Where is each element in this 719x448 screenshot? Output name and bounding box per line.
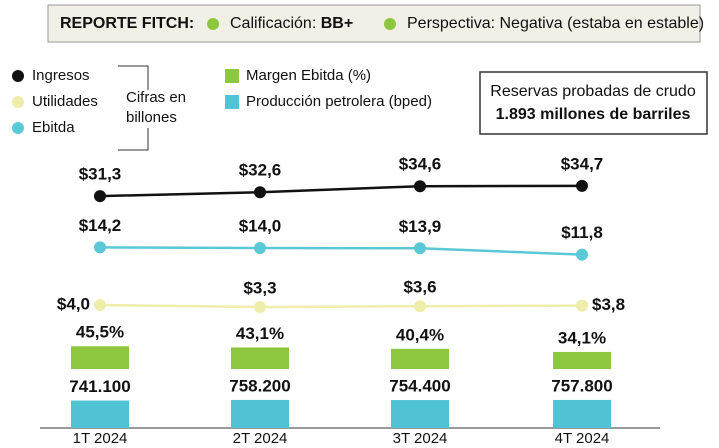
line bbox=[99, 246, 583, 256]
legend-label: Ebitda bbox=[32, 119, 75, 136]
x-tick-label: 1T 2024 bbox=[73, 430, 128, 447]
bullet bbox=[207, 18, 219, 30]
data-label: $34,6 bbox=[399, 155, 442, 174]
legend-swatch bbox=[12, 122, 24, 134]
point bbox=[254, 242, 266, 254]
data-label: 758.200 bbox=[229, 376, 290, 395]
point bbox=[576, 179, 588, 192]
bar bbox=[231, 347, 289, 369]
data-label: $31,3 bbox=[79, 165, 122, 184]
header-banner bbox=[47, 4, 701, 43]
rating-value: BB+ bbox=[321, 15, 353, 32]
point bbox=[254, 186, 266, 199]
reserves-value: 1.893 millones de barriles bbox=[496, 106, 691, 123]
point bbox=[576, 248, 588, 261]
bar bbox=[553, 351, 611, 369]
legend-swatch bbox=[225, 69, 239, 83]
x-tick-label: 4T 2024 bbox=[555, 430, 610, 447]
header-title: REPORTE FITCH: bbox=[60, 15, 194, 32]
data-label: $3,8 bbox=[592, 295, 625, 314]
bullet bbox=[384, 18, 396, 30]
bracket bbox=[118, 65, 149, 151]
data-label: $3,6 bbox=[403, 278, 436, 297]
legend-swatch bbox=[12, 96, 24, 108]
data-label: 40,4% bbox=[396, 325, 444, 344]
data-label: $11,8 bbox=[561, 223, 603, 242]
point bbox=[414, 180, 426, 193]
data-label: $4,0 bbox=[57, 294, 90, 313]
bar bbox=[391, 348, 449, 369]
reserves-title: Reservas probadas de crudo bbox=[490, 83, 696, 100]
data-label: 741.100 bbox=[69, 377, 130, 396]
x-tick-label: 2T 2024 bbox=[233, 430, 288, 447]
data-label: $3,3 bbox=[243, 279, 276, 298]
point bbox=[94, 190, 106, 203]
reserves-box bbox=[479, 71, 708, 135]
note-line: Cifras en bbox=[126, 89, 186, 106]
bar bbox=[553, 399, 611, 428]
outlook: Perspectiva: Negativa (estaba en estable… bbox=[407, 15, 704, 32]
legend-label: Utilidades bbox=[32, 93, 98, 110]
data-label: $14,0 bbox=[239, 216, 282, 235]
data-label: 45,5% bbox=[76, 323, 124, 342]
data-label: $13,9 bbox=[399, 217, 442, 236]
data-label: 43,1% bbox=[236, 324, 284, 343]
point bbox=[414, 242, 426, 255]
point bbox=[254, 301, 266, 314]
bar bbox=[231, 399, 289, 428]
line bbox=[99, 303, 583, 309]
data-label: 34,1% bbox=[558, 328, 606, 347]
data-label: $32,6 bbox=[239, 161, 282, 180]
point bbox=[414, 300, 426, 313]
legend-swatch bbox=[225, 95, 239, 109]
point bbox=[94, 299, 106, 311]
data-label: $34,7 bbox=[561, 154, 604, 173]
legend-swatch bbox=[12, 70, 24, 82]
bar bbox=[71, 346, 129, 369]
point bbox=[94, 241, 106, 254]
line bbox=[99, 184, 583, 198]
legend-label: Margen Ebitda (%) bbox=[246, 67, 371, 84]
x-tick-label: 3T 2024 bbox=[393, 430, 448, 447]
bar bbox=[391, 400, 449, 428]
data-label: 754.400 bbox=[389, 377, 450, 396]
rating-label: Calificación: bbox=[230, 15, 321, 32]
data-label: $14,2 bbox=[79, 216, 122, 235]
bar bbox=[71, 400, 129, 428]
point bbox=[576, 299, 588, 312]
note-line: billones bbox=[126, 109, 177, 126]
data-label: 757.800 bbox=[551, 376, 612, 395]
legend-label: Ingresos bbox=[32, 67, 90, 84]
legend-label: Producción petrolera (bped) bbox=[246, 93, 432, 110]
rating: Calificación: BB+ bbox=[230, 15, 353, 32]
